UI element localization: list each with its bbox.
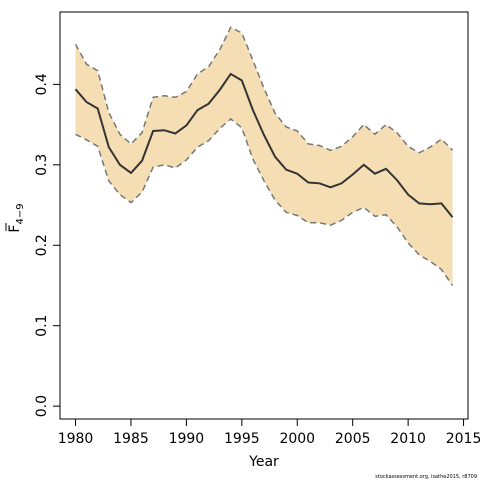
y-axis: 0.0 0.1 0.2 0.3 0.4 <box>34 73 61 417</box>
y-axis-title: F4−9 <box>7 203 26 232</box>
x-tick-label: 2010 <box>390 431 426 447</box>
confidence-band <box>75 27 453 286</box>
y-axis-title-main: F <box>7 225 23 233</box>
upper-bound-line <box>74 26 454 154</box>
y-tick-label: 0.3 <box>34 154 50 176</box>
x-axis: 1980 1985 1990 1995 2000 2005 2010 2015 <box>58 418 480 447</box>
x-tick-label: 1985 <box>113 431 149 447</box>
lower-bound-line <box>75 118 454 286</box>
y-axis-title-subscript: 4−9 <box>15 203 26 224</box>
x-tick-label: 1990 <box>169 431 205 447</box>
x-tick-label: 2005 <box>335 431 371 447</box>
x-tick-label: 2015 <box>446 431 480 447</box>
estimate-line <box>74 72 454 218</box>
x-tick-label: 1995 <box>224 431 260 447</box>
y-tick-label: 0.4 <box>34 73 50 95</box>
y-tick-label: 0.1 <box>34 315 50 337</box>
x-axis-title: Year <box>248 454 279 470</box>
y-tick-label: 0.2 <box>34 234 50 256</box>
x-tick-label: 2000 <box>279 431 315 447</box>
svg-text:F4−9: F4−9 <box>7 203 26 232</box>
credit-text: stockassessment.org, isathe2015, r8709 <box>375 474 477 480</box>
x-tick-label: 1980 <box>58 431 94 447</box>
y-tick-label: 0.0 <box>34 395 50 417</box>
